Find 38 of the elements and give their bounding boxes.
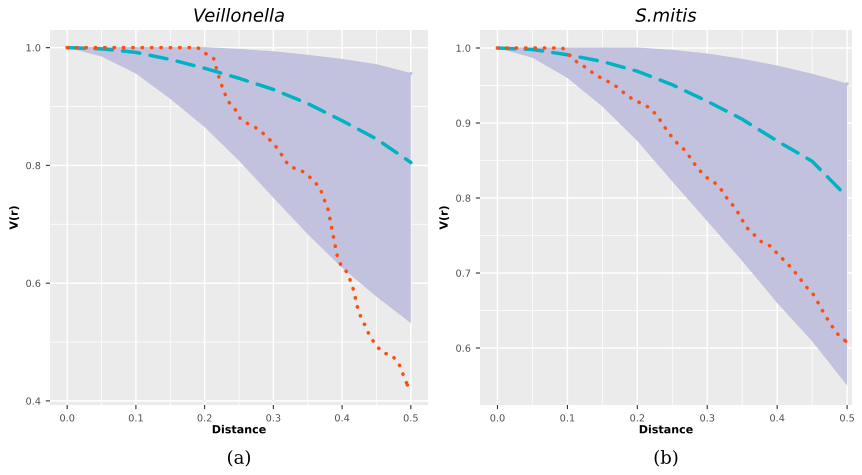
x-tick-label: 0.4 <box>770 414 784 422</box>
x-tick-label: 0.2 <box>198 414 212 422</box>
y-tick-label: 0.6 <box>26 280 40 287</box>
point <box>409 72 413 76</box>
x-tick-label: 0.3 <box>700 414 714 422</box>
y-tick-label: 1.0 <box>456 44 470 52</box>
point <box>844 340 848 343</box>
line-series <box>65 46 410 387</box>
point <box>409 160 413 164</box>
text: (a) <box>228 450 250 467</box>
point <box>845 82 849 86</box>
x-tick-label: 0.0 <box>60 414 74 422</box>
y-tick-label: 0.7 <box>456 269 470 277</box>
x-tick-label: 0.3 <box>266 414 280 422</box>
chart-title: Veillonella <box>194 8 284 22</box>
y-axis-title: V(r) <box>439 206 450 230</box>
y-axis-title: V(r) <box>9 206 20 230</box>
x-tick-label: 0.0 <box>490 414 505 422</box>
y-tick-label: 0.9 <box>456 119 470 127</box>
text: (b) <box>654 450 678 467</box>
y-tick-label: 0.8 <box>26 162 40 170</box>
x-tick-label: 0.1 <box>560 414 574 422</box>
y-tick-label: 0.6 <box>456 344 470 352</box>
line-series <box>496 46 842 192</box>
x-tick-label: 0.4 <box>335 414 350 422</box>
y-tick-label: 0.4 <box>26 397 40 405</box>
chart-title: S.mitis <box>635 8 696 22</box>
x-tick-label: 0.5 <box>840 414 854 422</box>
x-tick-label: 0.1 <box>128 414 143 422</box>
x-axis-title: Distance <box>212 424 266 434</box>
x-tick-label: 0.2 <box>630 414 644 422</box>
point <box>406 383 410 387</box>
line-series <box>65 46 413 164</box>
y-tick-label: 1.0 <box>26 44 40 52</box>
y-tick-label: 0.8 <box>456 194 470 202</box>
point <box>838 188 842 192</box>
x-tick-label: 0.5 <box>404 414 418 422</box>
x-axis-title: Distance <box>640 424 693 434</box>
